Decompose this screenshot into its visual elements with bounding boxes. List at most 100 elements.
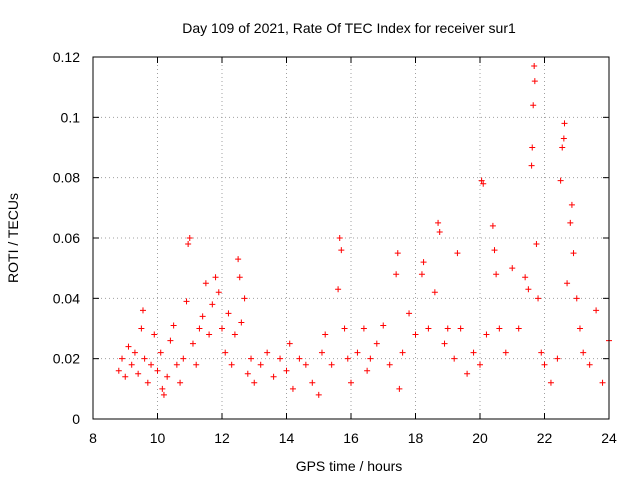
data-point [212,274,219,281]
data-point [386,361,393,368]
x-tick-label: 12 [214,430,230,446]
data-point [425,325,432,332]
data-point [157,349,164,356]
data-point [480,180,487,187]
data-point [464,370,471,377]
data-point [183,298,190,305]
data-point [493,271,500,278]
data-point [344,355,351,362]
y-tick-label: 0.12 [53,49,80,65]
data-point [436,228,443,235]
data-point [580,349,587,356]
data-point [451,355,458,362]
data-point [277,355,284,362]
data-point [241,295,248,302]
data-point [128,361,135,368]
data-point [335,286,342,293]
data-point [599,379,606,386]
data-point [418,271,425,278]
data-point [215,289,222,296]
data-point [135,370,142,377]
x-tick-label: 22 [537,430,553,446]
data-point [170,322,177,329]
data-point [189,340,196,347]
data-point [322,331,329,338]
data-point [444,325,451,332]
data-point [231,331,238,338]
data-point [396,385,403,392]
data-point [131,349,138,356]
data-point [560,135,567,142]
y-tick-label: 0 [72,411,80,427]
y-tick-label: 0.1 [61,109,81,125]
data-point [441,340,448,347]
data-point [496,325,503,332]
data-point [302,361,309,368]
data-point [186,235,193,241]
data-point [525,286,532,293]
y-tick-label: 0.06 [53,230,80,246]
data-point [202,280,209,287]
data-point [535,295,542,302]
x-axis-label: GPS time / hours [296,458,403,474]
x-tick-label: 20 [472,430,488,446]
data-point [489,222,496,229]
data-point [235,256,242,263]
grid-lines [93,57,609,419]
data-point [576,325,583,332]
y-tick-label: 0.08 [53,170,80,186]
chart-title: Day 109 of 2021, Rate Of TEC Index for r… [182,20,516,36]
data-point [435,219,442,226]
data-point [125,343,132,350]
data-point [470,349,477,356]
data-point [164,373,171,380]
data-point [173,361,180,368]
data-point [393,271,400,278]
data-point [478,177,485,184]
data-point [367,355,374,362]
data-point [457,325,464,332]
data-point [561,120,568,127]
data-point [225,310,232,317]
data-point [138,325,145,332]
y-axis-label: ROTI / TECUs [5,193,21,283]
data-point [177,379,184,386]
data-point [541,361,548,368]
data-point [502,349,509,356]
y-tick-label: 0.04 [53,290,80,306]
data-point [244,370,251,377]
data-point [115,367,122,374]
data-point [477,361,483,368]
data-point [167,337,174,344]
data-point [209,301,216,308]
data-point [570,250,577,257]
data-point [148,361,155,368]
data-point [360,325,367,332]
data-point [122,373,129,380]
data-point [531,78,538,85]
data-point [236,274,243,281]
data-point [219,325,225,332]
data-point [522,274,529,281]
data-point [309,379,316,386]
tick-labels: 8 10 12 14 16 18 20 22 24 0 0.02 0.04 0.06 0.08 0.1 0.1… [53,49,617,446]
x-tick-label: 10 [150,430,166,446]
data-point [380,322,387,329]
data-point [289,385,296,392]
data-point [151,331,158,338]
data-point [185,241,192,248]
data-point [196,325,203,332]
data-points [115,63,612,398]
data-point [412,331,419,338]
data-point [491,247,498,254]
data-point [338,247,345,254]
data-point [354,349,361,356]
data-point [180,355,187,362]
data-point [530,102,537,109]
data-point [251,379,258,386]
data-point [341,325,348,332]
data-point [296,355,303,362]
data-point [431,289,438,296]
data-point [328,361,335,368]
